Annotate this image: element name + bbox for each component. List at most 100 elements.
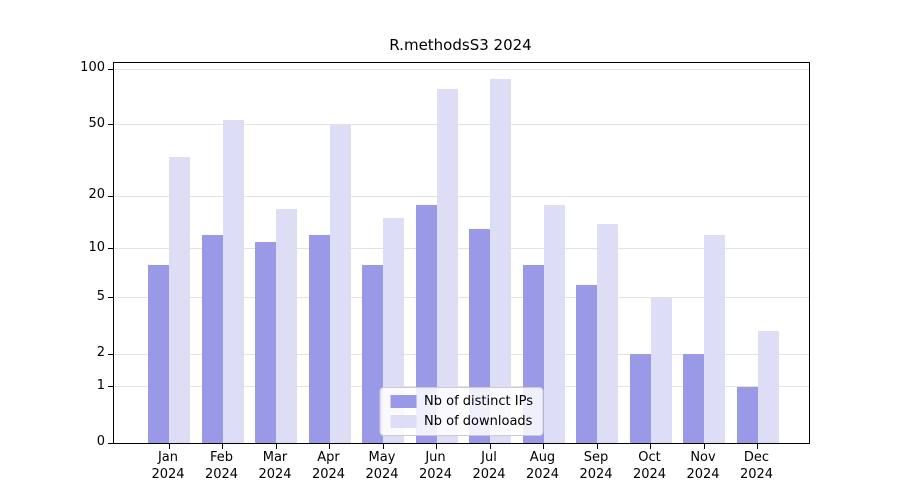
x-tick-month: Nov — [690, 450, 716, 465]
x-tick-mark — [650, 444, 651, 449]
bar-downloads-jul — [490, 79, 511, 443]
x-tick-month: Sep — [583, 450, 609, 465]
x-tick-mark — [596, 444, 598, 449]
bars-layer — [114, 63, 809, 443]
bar-downloads-dec — [757, 330, 779, 443]
y-tick-label-100: 100 — [80, 60, 105, 76]
bar-distinct-ips-apr — [308, 235, 330, 443]
x-tick-year: 2024 — [632, 467, 667, 482]
x-tick-year: 2024 — [151, 467, 185, 482]
bar-distinct-ips-dec — [736, 386, 758, 443]
y-tick-mark — [108, 297, 113, 299]
bar-distinct-ips-sep — [576, 285, 597, 443]
bar-distinct-ips-oct — [629, 354, 651, 443]
bar-downloads-oct — [650, 297, 672, 443]
x-tick-label-jun: Jun 2024 — [404, 449, 468, 483]
bar-downloads-apr — [329, 124, 351, 443]
x-tick-mark — [168, 444, 170, 449]
y-tick-label-1: 1 — [96, 377, 105, 393]
x-tick-mark — [275, 444, 277, 449]
bar-distinct-ips-may — [362, 265, 383, 443]
y-tick-mark — [108, 248, 113, 250]
x-tick-mark — [436, 444, 437, 449]
legend-swatch-downloads — [390, 415, 417, 428]
x-tick-mark — [543, 444, 544, 449]
bar-downloads-may — [383, 218, 404, 443]
x-tick-label-mar: Mar 2024 — [243, 449, 307, 483]
legend-label-downloads: Nb of downloads — [424, 414, 533, 429]
x-tick-month: May — [368, 450, 396, 465]
gridline-y-20 — [114, 195, 809, 197]
x-tick-mark — [329, 444, 330, 449]
bar-downloads-jun — [436, 89, 458, 443]
x-tick-label-apr: Apr 2024 — [297, 449, 361, 483]
bar-downloads-mar — [276, 208, 297, 443]
x-tick-month: Dec — [743, 450, 770, 465]
bar-distinct-ips-jun — [415, 204, 437, 443]
gridline-y-1 — [114, 386, 809, 388]
gridline-y-100 — [114, 68, 809, 70]
x-tick-month: Mar — [262, 450, 288, 465]
y-tick-label-20: 20 — [88, 187, 105, 203]
x-tick-month: Jun — [425, 450, 446, 465]
bar-distinct-ips-jan — [148, 265, 169, 443]
bar-distinct-ips-nov — [683, 354, 704, 443]
y-tick-label-10: 10 — [88, 239, 105, 255]
x-tick-year: 2024 — [365, 467, 399, 482]
x-tick-label-aug: Aug 2024 — [511, 449, 575, 483]
x-tick-label-may: May 2024 — [350, 449, 414, 483]
gridline-y-5 — [114, 297, 809, 299]
y-tick-mark — [108, 124, 113, 126]
legend: Nb of distinct IPs Nb of downloads — [379, 387, 544, 436]
legend-item-downloads: Nb of downloads — [390, 414, 533, 429]
x-tick-month: Jan — [157, 450, 179, 465]
x-tick-month: Oct — [638, 450, 661, 465]
x-tick-mark — [489, 444, 491, 449]
y-tick-mark — [108, 195, 113, 197]
bar-distinct-ips-mar — [255, 241, 276, 443]
x-tick-month: Apr — [317, 450, 340, 465]
x-tick-label-nov: Nov 2024 — [671, 449, 735, 483]
y-axis: 0 1 2 5 10 20 50 100 — [0, 60, 105, 449]
x-tick-label-feb: Feb 2024 — [190, 449, 254, 483]
legend-item-distinct-ips: Nb of distinct IPs — [390, 394, 533, 409]
x-tick-year: 2024 — [311, 467, 346, 482]
x-tick-month: Jul — [481, 450, 497, 465]
x-tick-year: 2024 — [258, 467, 292, 482]
x-tick-label-dec: Dec 2024 — [725, 449, 789, 483]
x-tick-mark — [703, 444, 705, 449]
bar-downloads-sep — [597, 223, 618, 443]
x-tick-label-jul: Jul 2024 — [457, 449, 521, 483]
x-tick-label-oct: Oct 2024 — [618, 449, 682, 483]
gridlines-layer — [114, 63, 809, 443]
y-tick-mark — [108, 386, 113, 388]
bar-downloads-aug — [543, 204, 565, 443]
x-tick-year: 2024 — [739, 467, 774, 482]
axis-marks-layer — [108, 63, 809, 449]
x-tick-year: 2024 — [472, 467, 506, 482]
bar-downloads-feb — [222, 119, 244, 443]
y-tick-label-50: 50 — [88, 115, 105, 131]
x-tick-mark — [757, 444, 758, 449]
gridline-y-50 — [114, 124, 809, 126]
gridline-y-2 — [114, 353, 809, 355]
y-tick-label-0: 0 — [96, 434, 105, 449]
chart-title: R.methodsS3 2024 — [389, 36, 532, 54]
y-tick-mark — [108, 68, 113, 70]
x-tick-mark — [222, 444, 223, 449]
x-tick-year: 2024 — [204, 467, 239, 482]
bar-downloads-nov — [704, 235, 725, 443]
x-tick-year: 2024 — [525, 467, 560, 482]
x-tick-year: 2024 — [686, 467, 720, 482]
plot-area: Nb of distinct IPs Nb of downloads — [108, 62, 810, 449]
x-tick-year: 2024 — [579, 467, 613, 482]
y-tick-label-5: 5 — [96, 288, 105, 304]
x-tick-label-sep: Sep 2024 — [564, 449, 628, 483]
y-tick-mark — [108, 442, 113, 444]
bar-distinct-ips-feb — [201, 235, 223, 443]
x-tick-month: Feb — [209, 450, 234, 465]
x-tick-month: Aug — [529, 450, 556, 465]
x-tick-label-jan: Jan 2024 — [136, 449, 200, 483]
bar-downloads-jan — [169, 157, 190, 443]
